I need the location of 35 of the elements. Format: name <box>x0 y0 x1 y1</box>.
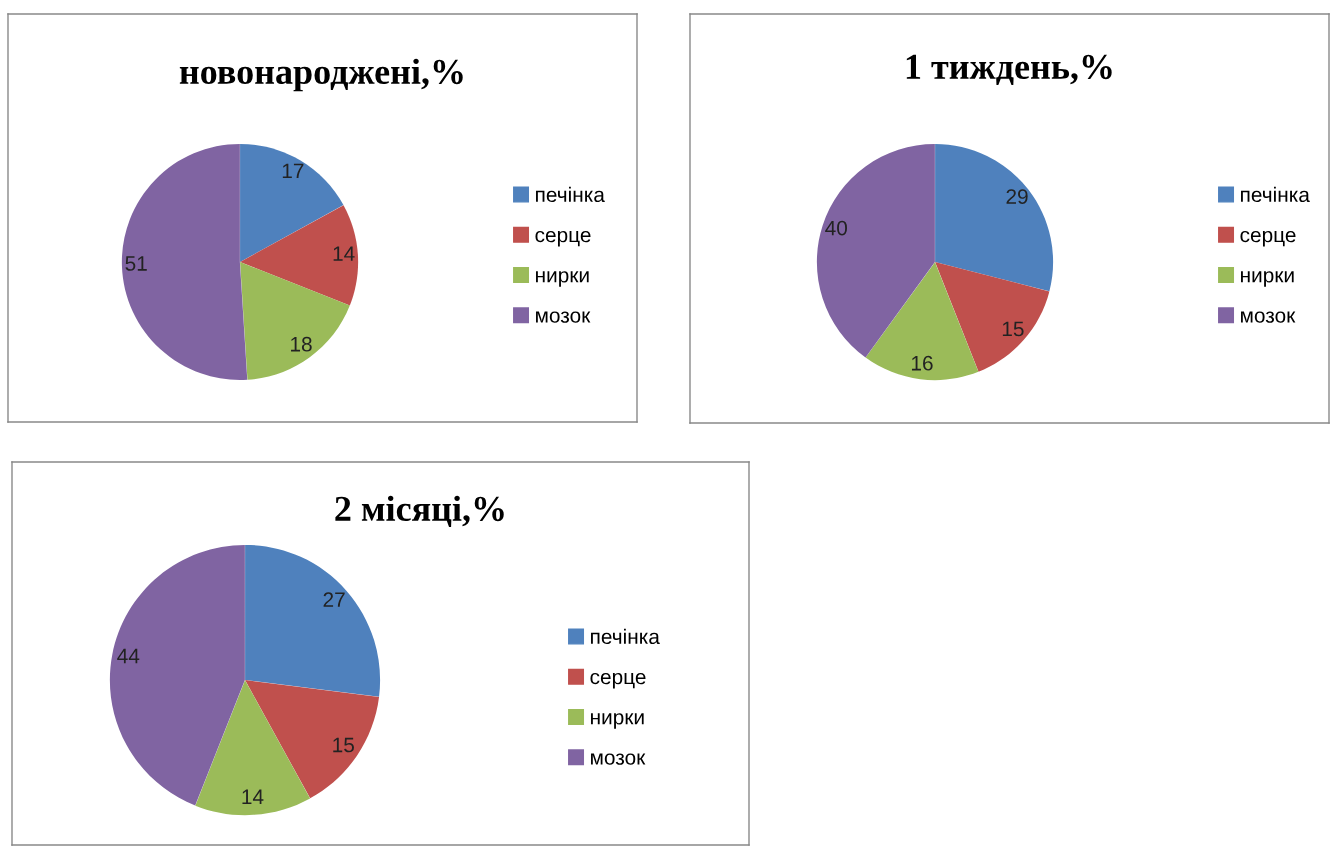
legend-label: мозок <box>591 753 646 765</box>
data-label: 15 <box>333 737 354 753</box>
pie-slice <box>121 144 248 380</box>
legend-label: мозок <box>536 311 591 323</box>
pie-slice <box>935 262 1050 372</box>
legend-label: печінка <box>536 186 605 203</box>
pie-slice <box>240 262 350 380</box>
data-label: 17 <box>282 163 304 179</box>
pie-slice <box>195 680 311 816</box>
data-label: 14 <box>333 246 355 261</box>
data-label: 14 <box>242 789 264 804</box>
pie-slice <box>245 544 381 697</box>
data-label: 29 <box>1006 189 1028 204</box>
pie-slice <box>240 205 359 306</box>
legend-label: печінка <box>591 628 660 645</box>
data-label: 51 <box>125 256 147 271</box>
data-label: 40 <box>825 220 848 236</box>
legend-label: нирки <box>1241 271 1294 287</box>
legend-label: печінка <box>1241 186 1310 203</box>
legend-label: серце <box>1240 230 1296 247</box>
pie-slice <box>935 143 1054 292</box>
legend-label: серце <box>590 672 646 689</box>
chart-title: 2 місяці,% <box>335 495 504 527</box>
chart-title: новонароджені,% <box>179 58 463 92</box>
pie-slice <box>865 262 979 381</box>
legend-label: нирки <box>536 271 589 287</box>
data-label: 18 <box>291 336 312 352</box>
data-label: 15 <box>1002 321 1024 337</box>
data-label: 44 <box>117 648 140 664</box>
data-label: 27 <box>323 592 345 607</box>
legend-label: мозок <box>1241 311 1296 323</box>
legend-label: нирки <box>591 713 644 729</box>
chart-title: 1 тиждень,% <box>906 54 1112 85</box>
legend-label: серце <box>535 230 591 247</box>
data-label: 16 <box>911 355 933 371</box>
